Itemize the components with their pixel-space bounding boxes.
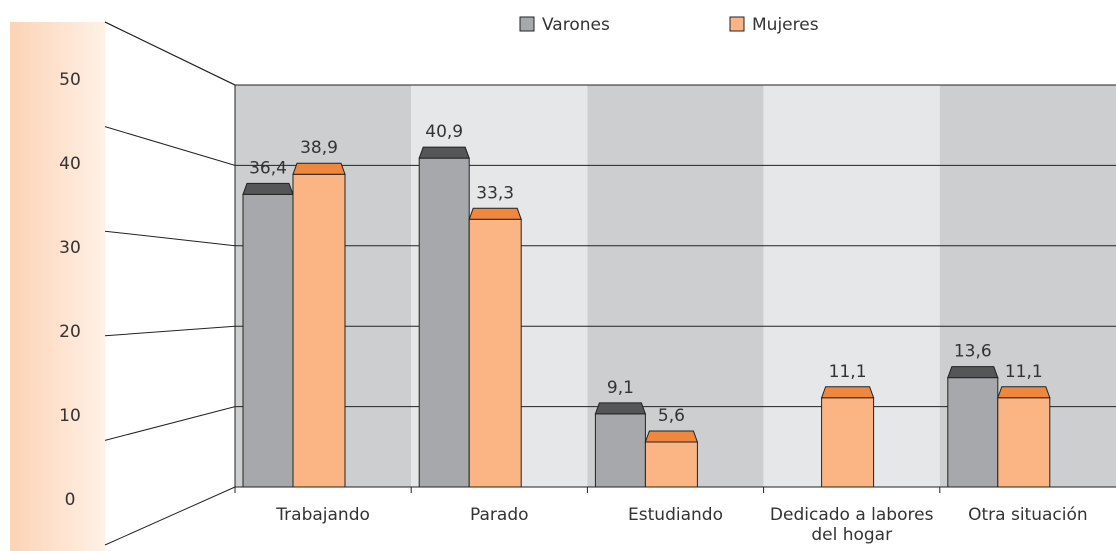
wall-decoration [130, 115, 219, 440]
bar-cap [418, 146, 470, 159]
bar-cap [594, 402, 647, 415]
side-wall [10, 22, 105, 551]
y-tick-label: 50 [59, 70, 81, 90]
bar [947, 377, 999, 488]
bar [292, 173, 346, 488]
wall-line [104, 126, 236, 166]
legend-swatch [519, 16, 535, 32]
legend-label: Mujeres [752, 15, 819, 35]
x-tick-label: Dedicado a labores del hogar [769, 505, 934, 545]
legend-swatch [729, 16, 745, 32]
y-tick-label: 30 [59, 238, 81, 258]
wall-line [104, 325, 236, 337]
value-label: 13,6 [954, 342, 992, 362]
legend-label: Varones [542, 15, 610, 35]
x-tick-label: Trabajando [276, 505, 370, 525]
wall-line [104, 486, 236, 546]
bar [594, 413, 646, 488]
value-label: 40,9 [425, 122, 463, 142]
value-label: 11,1 [1005, 362, 1043, 382]
value-label: 9,1 [607, 378, 634, 398]
bar-cap [997, 386, 1051, 399]
wall-top [104, 21, 236, 86]
value-label: 11,1 [829, 362, 867, 382]
x-tick-label: Estudiando [628, 505, 723, 525]
x-tick-label: Otra situación [968, 505, 1088, 525]
y-tick-label: 40 [59, 154, 81, 174]
value-label: 38,9 [300, 138, 338, 158]
bar [644, 441, 698, 488]
bar [468, 218, 522, 488]
value-label: 5,6 [658, 406, 685, 426]
y-tick-label: 10 [59, 406, 81, 426]
bar [242, 193, 294, 488]
bar-cap [820, 386, 875, 399]
value-label: 33,3 [476, 183, 514, 203]
wall-line [104, 406, 236, 441]
bar-cap [292, 162, 346, 175]
bar-cap [644, 430, 699, 443]
bar [997, 397, 1051, 488]
bar-cap [468, 207, 522, 220]
bar-cap [947, 366, 999, 379]
value-label: 36,4 [249, 158, 287, 178]
y-tick-label: 0 [65, 490, 76, 510]
bar [821, 397, 875, 488]
bar-cap [242, 182, 294, 195]
bar [418, 157, 470, 488]
y-tick-label: 20 [59, 322, 81, 342]
wall-line [104, 230, 236, 247]
x-tick-label: Parado [470, 505, 529, 525]
